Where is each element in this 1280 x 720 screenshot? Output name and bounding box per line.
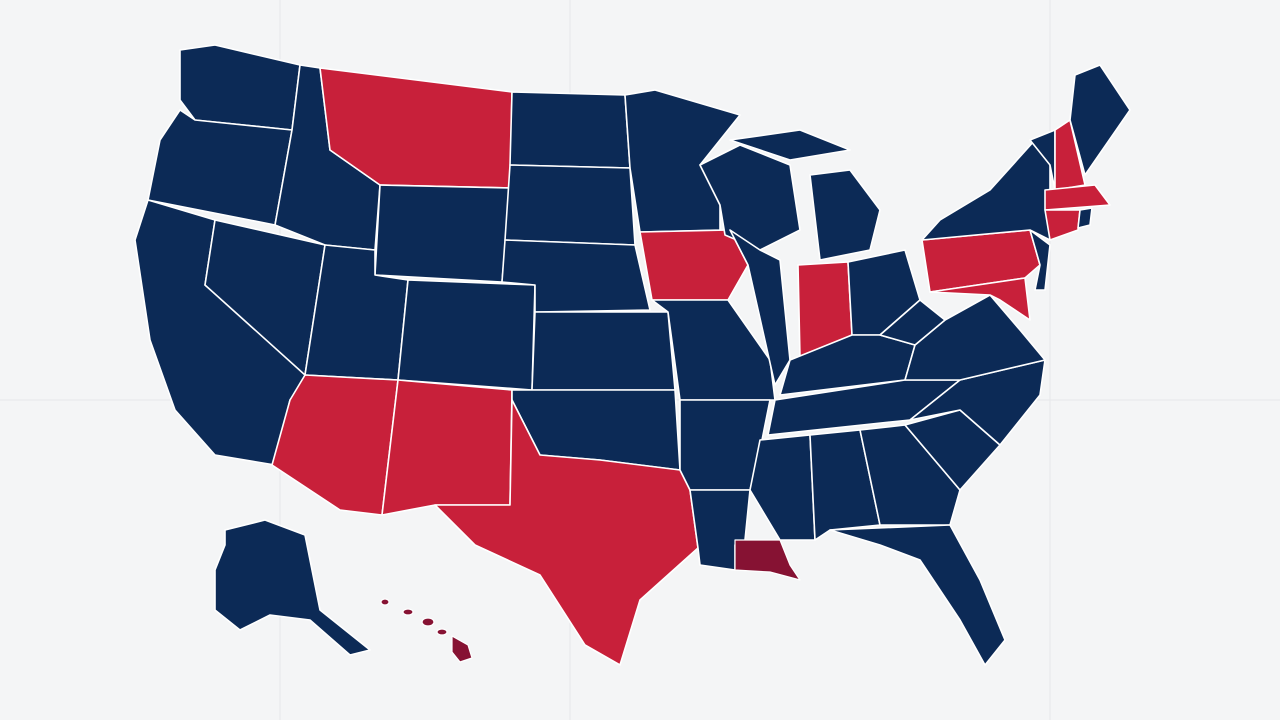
state [699,144,801,251]
state [639,229,749,301]
state [829,524,1006,666]
state [397,279,536,391]
state [859,424,961,526]
state [434,399,699,666]
state [381,379,513,516]
state [1044,184,1111,211]
state [509,91,631,169]
state [749,434,816,541]
state [374,184,511,283]
state [214,519,371,656]
island [421,617,435,627]
state [531,311,676,391]
island [451,635,473,663]
state [504,164,636,246]
island [436,628,448,636]
state [729,129,851,161]
state [879,299,946,346]
island [380,598,390,606]
state [1054,119,1086,191]
state [809,429,881,541]
state [1077,207,1093,229]
state [809,169,881,261]
state [1044,209,1081,241]
island [402,608,414,616]
state [1029,229,1051,291]
state [929,277,1031,321]
state [1069,64,1131,176]
